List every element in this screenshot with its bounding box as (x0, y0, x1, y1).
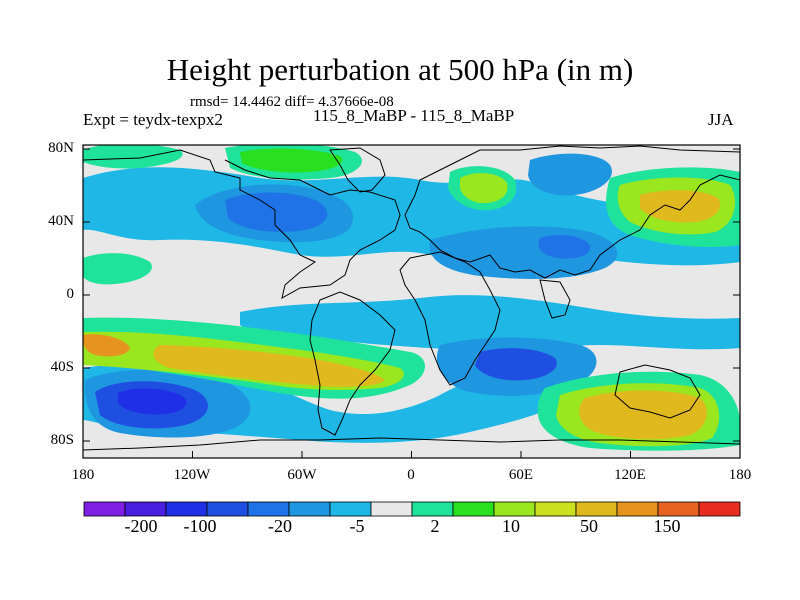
lon-label-180e: 180 (728, 467, 752, 483)
colorbar-cell (288, 501, 331, 517)
stats-line: rmsd= 14.4462 diff= 4.37666e-08 (190, 94, 394, 110)
coastline-indian-landmass (539, 279, 571, 319)
lat-label-40s: 40S (50, 359, 74, 375)
colorbar-cell (616, 501, 659, 517)
coastline-north-america (83, 149, 401, 299)
colorbar-cell (83, 501, 126, 517)
coastline-south-america (309, 291, 396, 436)
coastline-eurasia (404, 145, 740, 279)
lat-tickmarks (83, 148, 740, 442)
contour-strong-neg-africa (475, 348, 557, 381)
colorbar-cell (329, 501, 372, 517)
contour-neg-arctic (528, 153, 612, 196)
lon-label-120e: 120E (614, 467, 646, 483)
contour-strong-pos-indian-ocean (579, 390, 707, 440)
colorbar-cell (534, 501, 577, 517)
lat-label-80n: 80N (48, 140, 74, 156)
contour-pos-tropical-pacific (83, 253, 152, 285)
coastlines (83, 145, 740, 451)
colorbar-label: 150 (653, 516, 681, 536)
lat-label-40n: 40N (48, 213, 74, 229)
colorbar-label: 2 (430, 516, 440, 536)
colorbar-cell (370, 501, 413, 517)
lon-label-0: 0 (407, 467, 415, 483)
lat-label-0: 0 (66, 286, 75, 302)
contour-neg-band-tropics (240, 295, 740, 351)
colorbar-label: -5 (349, 516, 365, 536)
contour-strong-neg-north-america (225, 192, 328, 232)
colorbar-cell (575, 501, 618, 517)
colorbar-cell (657, 501, 700, 517)
colorbar-cell (698, 501, 741, 517)
contour-strong-pos-siberia (640, 190, 721, 223)
period-label: 115_8_MaBP - 115_8_MaBP (313, 106, 515, 125)
colorbar-cell (411, 501, 454, 517)
lon-label-120w: 120W (173, 467, 211, 483)
coastline-antarctica (83, 437, 740, 451)
contour-strong-neg-mideast (538, 235, 591, 259)
lon-label-60w: 60W (287, 467, 317, 483)
colorbar-cell (493, 501, 536, 517)
colorbar-label: -100 (183, 516, 217, 536)
contour-field (83, 145, 740, 458)
coastline-australia (614, 364, 701, 419)
lat-label-80s: 80S (50, 432, 74, 448)
colorbar-label: 10 (502, 516, 520, 536)
contour-pos-greenland-core (240, 148, 343, 173)
coastline-greenland (329, 147, 386, 193)
colorbar-cell (165, 501, 208, 517)
colorbar-label: 50 (580, 516, 598, 536)
colorbar-cell (452, 501, 495, 517)
colorbar-cell (206, 501, 249, 517)
colorbar (83, 501, 741, 517)
colorbar-cell (247, 501, 290, 517)
contour-pos-north-pacific (83, 145, 183, 169)
lon-label-180w: 180 (71, 467, 95, 483)
colorbar-label: -20 (268, 516, 292, 536)
contour-deep-neg-south-pacific (118, 388, 187, 415)
plot-title: Height perturbation at 500 hPa (in m) (166, 52, 634, 87)
contour-pos-scandinavia-core (460, 173, 508, 204)
colorbar-label: -200 (124, 516, 158, 536)
contour-strong-pos-subtropical-pacific (83, 334, 130, 357)
contour-strong-pos-south-atlantic (153, 345, 385, 387)
season-label: JJA (708, 110, 734, 129)
coastline-africa (399, 251, 501, 386)
experiment-label: Expt = teydx-texpx2 (83, 110, 223, 129)
lon-label-60e: 60E (508, 467, 534, 483)
colorbar-cell (124, 501, 167, 517)
lon-tickmarks (82, 451, 741, 458)
